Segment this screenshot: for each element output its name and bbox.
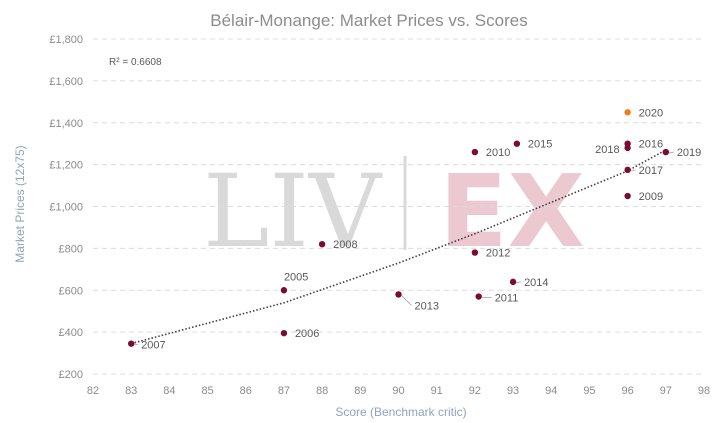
- x-tick-label: 97: [660, 385, 672, 397]
- y-tick-label: £600: [59, 285, 83, 297]
- data-point-2019: [662, 148, 670, 156]
- x-tick-label: 93: [507, 385, 519, 397]
- data-point-2012: [471, 249, 479, 256]
- y-tick-label: £1,600: [49, 76, 83, 88]
- x-tick-label: 90: [392, 385, 404, 397]
- chart-title: Bélair-Monange: Market Prices vs. Scores: [210, 11, 527, 30]
- x-tick-label: 86: [240, 385, 252, 397]
- y-tick-label: £400: [59, 327, 83, 339]
- label-leader-line: [515, 281, 522, 284]
- data-point-2013: [395, 291, 402, 298]
- label-leader-line: [668, 151, 674, 154]
- y-tick-label: £1,800: [49, 34, 83, 46]
- data-point-2008: [318, 240, 326, 248]
- x-tick-label: 85: [201, 385, 213, 397]
- point-label-2016: 2016: [639, 139, 663, 151]
- x-tick-label: 98: [698, 385, 710, 397]
- x-tick-label: 95: [583, 385, 595, 397]
- y-axis-ticks: £200 £400 £600 £800 £1,000 £1,200 £1,400 £1,600…: [49, 34, 83, 381]
- point-label-2008: 2008: [333, 239, 357, 251]
- x-axis-ticks: 82 83 84 85 86 87 88 89 90 91 92 93 94 95 96 97 98: [87, 385, 710, 397]
- x-tick-label: 89: [354, 385, 366, 397]
- point-label-2010: 2010: [486, 147, 510, 159]
- point-label-2009: 2009: [639, 191, 663, 203]
- point-label-2013: 2013: [415, 300, 439, 312]
- point-label-2019: 2019: [677, 147, 701, 159]
- point-label-2005: 2005: [284, 271, 308, 283]
- data-point-2006: [280, 329, 288, 337]
- point-label-2018: 2018: [595, 144, 619, 156]
- y-tick-label: £1,000: [49, 202, 83, 214]
- y-tick-label: £200: [59, 369, 83, 381]
- label-leader-line: [630, 169, 636, 172]
- data-point-2017: [624, 166, 631, 174]
- x-tick-label: 87: [278, 385, 290, 397]
- x-tick-label: 88: [316, 385, 328, 397]
- x-tick-label: 83: [125, 385, 137, 397]
- data-point-2014: [509, 278, 517, 286]
- data-point-2015: [513, 140, 521, 147]
- point-label-2007: 2007: [141, 340, 165, 352]
- y-tick-label: £800: [59, 243, 83, 255]
- data-point-2020: [624, 109, 631, 116]
- x-tick-label: 94: [545, 385, 557, 397]
- y-tick-label: £1,200: [49, 160, 83, 172]
- data-points: [127, 109, 670, 347]
- point-label-2006: 2006: [295, 328, 319, 340]
- data-point-2011: [475, 293, 482, 300]
- x-tick-label: 84: [163, 385, 175, 397]
- point-label-2020: 2020: [639, 107, 663, 119]
- data-point-2010: [471, 148, 479, 156]
- gridlines: [93, 38, 704, 375]
- x-axis-label: Score (Benchmark critic): [335, 405, 466, 419]
- x-tick-label: 96: [622, 385, 634, 397]
- livex-watermark: LIV EX: [203, 153, 585, 270]
- point-label-2015: 2015: [528, 139, 552, 151]
- point-labels: 2007 2005 2006 2008 2013 2010 2012 2011 2015 2014…: [134, 107, 701, 352]
- y-axis-label: Market Prices (12x75): [13, 145, 27, 262]
- watermark-ex: EX: [439, 153, 584, 270]
- point-label-2011: 2011: [495, 293, 519, 305]
- point-label-2014: 2014: [524, 277, 548, 289]
- data-point-2005: [280, 287, 288, 294]
- data-point-2009: [624, 192, 631, 200]
- label-leader-line: [401, 295, 412, 306]
- x-tick-label: 82: [87, 385, 99, 397]
- x-tick-label: 92: [469, 385, 481, 397]
- watermark-liv: LIV: [203, 153, 383, 270]
- r-squared-annotation: R² = 0.6608: [109, 57, 162, 68]
- y-tick-label: £1,400: [49, 118, 83, 130]
- point-label-2017: 2017: [639, 165, 663, 177]
- data-point-2018: [624, 144, 631, 152]
- x-tick-label: 91: [431, 385, 443, 397]
- point-label-2012: 2012: [486, 248, 510, 260]
- data-point-2007: [127, 340, 135, 347]
